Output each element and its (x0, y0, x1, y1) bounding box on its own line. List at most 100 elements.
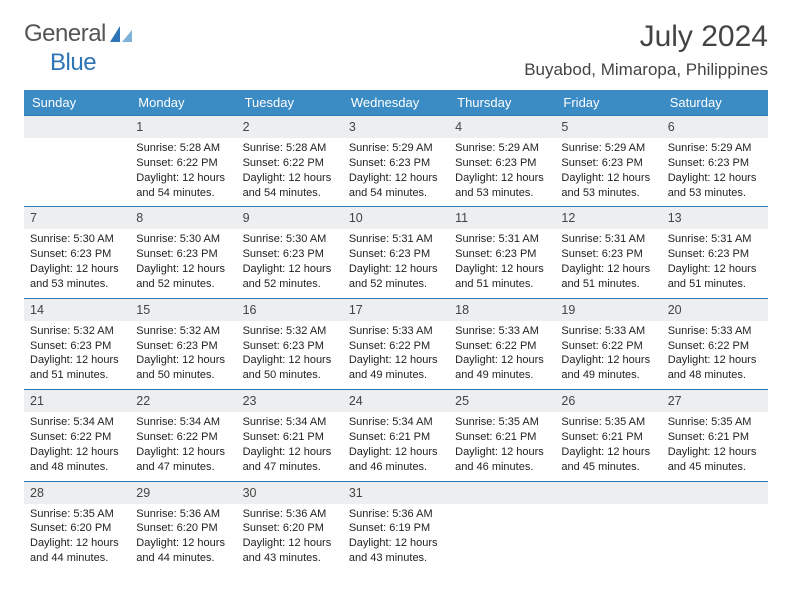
day-header: Sunday (24, 90, 130, 116)
day-number: 19 (555, 299, 661, 321)
sunrise-text: Sunrise: 5:30 AM (30, 232, 124, 247)
day-detail: Sunrise: 5:31 AMSunset: 6:23 PMDaylight:… (555, 229, 661, 297)
calendar-day-cell (24, 116, 130, 207)
day-number: 23 (237, 390, 343, 412)
sunset-text: Sunset: 6:22 PM (349, 339, 443, 354)
day-detail: Sunrise: 5:36 AMSunset: 6:19 PMDaylight:… (343, 504, 449, 572)
sunset-text: Sunset: 6:22 PM (136, 430, 230, 445)
sunrise-text: Sunrise: 5:29 AM (349, 141, 443, 156)
calendar-day-cell: 14Sunrise: 5:32 AMSunset: 6:23 PMDayligh… (24, 298, 130, 389)
sunrise-text: Sunrise: 5:34 AM (243, 415, 337, 430)
sunset-text: Sunset: 6:21 PM (561, 430, 655, 445)
day-detail: Sunrise: 5:32 AMSunset: 6:23 PMDaylight:… (130, 321, 236, 389)
day-number: 18 (449, 299, 555, 321)
day-detail: Sunrise: 5:35 AMSunset: 6:21 PMDaylight:… (662, 412, 768, 480)
day-number: 24 (343, 390, 449, 412)
calendar-day-cell: 9Sunrise: 5:30 AMSunset: 6:23 PMDaylight… (237, 207, 343, 298)
daylight-text: Daylight: 12 hours and 49 minutes. (349, 353, 443, 383)
sunset-text: Sunset: 6:23 PM (455, 247, 549, 262)
day-number: 27 (662, 390, 768, 412)
daylight-text: Daylight: 12 hours and 50 minutes. (243, 353, 337, 383)
daylight-text: Daylight: 12 hours and 53 minutes. (455, 171, 549, 201)
calendar-day-cell: 25Sunrise: 5:35 AMSunset: 6:21 PMDayligh… (449, 390, 555, 481)
day-detail: Sunrise: 5:35 AMSunset: 6:21 PMDaylight:… (449, 412, 555, 480)
calendar-day-cell: 24Sunrise: 5:34 AMSunset: 6:21 PMDayligh… (343, 390, 449, 481)
sunrise-text: Sunrise: 5:31 AM (349, 232, 443, 247)
sunrise-text: Sunrise: 5:30 AM (243, 232, 337, 247)
calendar-day-cell: 28Sunrise: 5:35 AMSunset: 6:20 PMDayligh… (24, 481, 130, 572)
day-detail: Sunrise: 5:32 AMSunset: 6:23 PMDaylight:… (237, 321, 343, 389)
day-detail: Sunrise: 5:32 AMSunset: 6:23 PMDaylight:… (24, 321, 130, 389)
calendar-day-cell (449, 481, 555, 572)
day-header: Saturday (662, 90, 768, 116)
title-block: July 2024 Buyabod, Mimaropa, Philippines (524, 20, 768, 80)
daylight-text: Daylight: 12 hours and 53 minutes. (561, 171, 655, 201)
day-number: 5 (555, 116, 661, 138)
daylight-text: Daylight: 12 hours and 51 minutes. (455, 262, 549, 292)
day-number: 4 (449, 116, 555, 138)
day-detail: Sunrise: 5:30 AMSunset: 6:23 PMDaylight:… (130, 229, 236, 297)
sunset-text: Sunset: 6:23 PM (561, 156, 655, 171)
sunset-text: Sunset: 6:21 PM (455, 430, 549, 445)
day-header: Monday (130, 90, 236, 116)
day-number: 31 (343, 482, 449, 504)
sunrise-text: Sunrise: 5:34 AM (30, 415, 124, 430)
day-number (24, 116, 130, 138)
day-number: 9 (237, 207, 343, 229)
daylight-text: Daylight: 12 hours and 52 minutes. (243, 262, 337, 292)
calendar-day-cell: 4 Sunrise: 5:29 AMSunset: 6:23 PMDaylight… (449, 116, 555, 207)
calendar-head: Sunday Monday Tuesday Wednesday Thursday… (24, 90, 768, 116)
sunset-text: Sunset: 6:21 PM (243, 430, 337, 445)
day-number: 2 (237, 116, 343, 138)
calendar-day-cell: 17Sunrise: 5:33 AMSunset: 6:22 PMDayligh… (343, 298, 449, 389)
sunset-text: Sunset: 6:22 PM (561, 339, 655, 354)
day-detail: Sunrise: 5:33 AMSunset: 6:22 PMDaylight:… (555, 321, 661, 389)
sunrise-text: Sunrise: 5:34 AM (349, 415, 443, 430)
day-detail: Sunrise: 5:33 AMSunset: 6:22 PMDaylight:… (343, 321, 449, 389)
sunrise-text: Sunrise: 5:36 AM (136, 507, 230, 522)
daylight-text: Daylight: 12 hours and 48 minutes. (30, 445, 124, 475)
sunset-text: Sunset: 6:23 PM (136, 339, 230, 354)
calendar-day-cell: 16Sunrise: 5:32 AMSunset: 6:23 PMDayligh… (237, 298, 343, 389)
sunset-text: Sunset: 6:23 PM (561, 247, 655, 262)
daylight-text: Daylight: 12 hours and 52 minutes. (136, 262, 230, 292)
sunrise-text: Sunrise: 5:31 AM (561, 232, 655, 247)
day-header: Wednesday (343, 90, 449, 116)
day-number: 29 (130, 482, 236, 504)
day-detail: Sunrise: 5:35 AMSunset: 6:21 PMDaylight:… (555, 412, 661, 480)
sunset-text: Sunset: 6:23 PM (455, 156, 549, 171)
sunset-text: Sunset: 6:22 PM (668, 339, 762, 354)
day-number: 8 (130, 207, 236, 229)
day-number (449, 482, 555, 504)
sunset-text: Sunset: 6:23 PM (30, 339, 124, 354)
sunset-text: Sunset: 6:22 PM (243, 156, 337, 171)
day-number: 20 (662, 299, 768, 321)
sunset-text: Sunset: 6:23 PM (668, 156, 762, 171)
calendar-day-cell: 6Sunrise: 5:29 AMSunset: 6:23 PMDaylight… (662, 116, 768, 207)
day-number (555, 482, 661, 504)
calendar-day-cell: 10Sunrise: 5:31 AMSunset: 6:23 PMDayligh… (343, 207, 449, 298)
daylight-text: Daylight: 12 hours and 53 minutes. (30, 262, 124, 292)
calendar-day-cell: 3Sunrise: 5:29 AMSunset: 6:23 PMDaylight… (343, 116, 449, 207)
sunrise-text: Sunrise: 5:33 AM (561, 324, 655, 339)
day-number: 22 (130, 390, 236, 412)
day-number: 12 (555, 207, 661, 229)
sunrise-text: Sunrise: 5:30 AM (136, 232, 230, 247)
day-detail: Sunrise: 5:29 AMSunset: 6:23 PMDaylight:… (555, 138, 661, 206)
daylight-text: Daylight: 12 hours and 45 minutes. (668, 445, 762, 475)
sunrise-text: Sunrise: 5:29 AM (455, 141, 549, 156)
sunrise-text: Sunrise: 5:35 AM (455, 415, 549, 430)
sunrise-text: Sunrise: 5:35 AM (668, 415, 762, 430)
daylight-text: Daylight: 12 hours and 46 minutes. (455, 445, 549, 475)
sunrise-text: Sunrise: 5:29 AM (668, 141, 762, 156)
daylight-text: Daylight: 12 hours and 49 minutes. (455, 353, 549, 383)
day-detail: Sunrise: 5:34 AMSunset: 6:21 PMDaylight:… (237, 412, 343, 480)
sunrise-text: Sunrise: 5:34 AM (136, 415, 230, 430)
month-title: July 2024 (524, 20, 768, 54)
day-detail: Sunrise: 5:36 AMSunset: 6:20 PMDaylight:… (237, 504, 343, 572)
day-detail: Sunrise: 5:31 AMSunset: 6:23 PMDaylight:… (343, 229, 449, 297)
sail-icon (110, 21, 132, 49)
calendar-week-row: 28Sunrise: 5:35 AMSunset: 6:20 PMDayligh… (24, 481, 768, 572)
calendar-day-cell: 11Sunrise: 5:31 AMSunset: 6:23 PMDayligh… (449, 207, 555, 298)
sunrise-text: Sunrise: 5:35 AM (30, 507, 124, 522)
